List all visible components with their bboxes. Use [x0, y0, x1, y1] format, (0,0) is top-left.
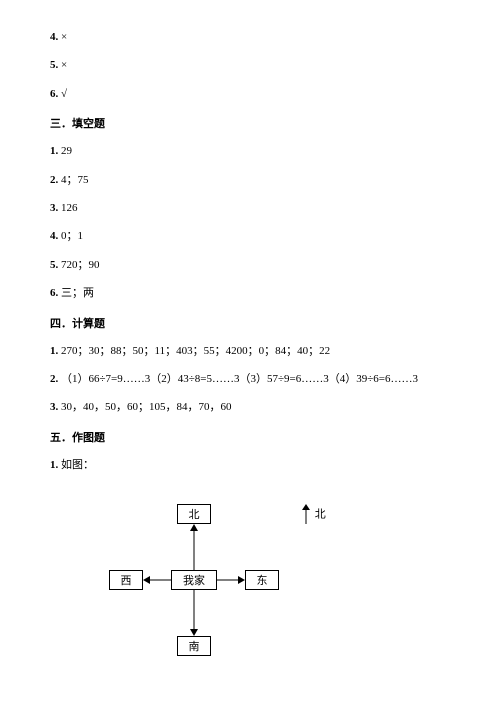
answer-item: 2. 4；75	[50, 173, 450, 188]
item-number: 5.	[50, 59, 58, 71]
item-text: ×	[61, 31, 67, 43]
item-number: 5.	[50, 259, 58, 271]
arrow-to-west	[143, 575, 171, 585]
section-title-5: 五．作图题	[50, 429, 450, 445]
answer-item: 1. 29	[50, 144, 450, 159]
section-title-4: 四．计算题	[50, 315, 450, 331]
item-text: 4；75	[61, 174, 89, 186]
item-number: 2.	[50, 174, 58, 186]
answer-item: 3. 126	[50, 201, 450, 216]
north-indicator-label: 北	[315, 509, 326, 521]
item-text: 29	[61, 145, 72, 157]
item-text: 126	[61, 202, 78, 214]
direction-diagram: 北 北 南 西 东 我家	[105, 498, 385, 673]
answer-item: 1. 270；30；88；50；11；403；55；4200；0；84；40；2…	[50, 344, 450, 359]
north-indicator: 北	[300, 504, 326, 526]
answer-item: 2. （1）66÷7=9……3（2）43÷8=5……3（3）57÷9=6……3（…	[50, 372, 450, 387]
item-number: 1.	[50, 145, 58, 157]
item-number: 3.	[50, 202, 58, 214]
answer-item: 6. 三；两	[50, 286, 450, 301]
item-number: 6.	[50, 287, 58, 299]
item-text: 如图：	[61, 459, 94, 471]
west-box: 西	[109, 570, 143, 590]
item-text: ×	[61, 59, 67, 71]
east-box: 东	[245, 570, 279, 590]
south-box: 南	[177, 636, 211, 656]
item-number: 6.	[50, 88, 58, 100]
answer-item: 4. ×	[50, 30, 450, 45]
item-text: 三；两	[61, 287, 94, 299]
item-number: 4.	[50, 230, 58, 242]
item-text: 0；1	[61, 230, 83, 242]
item-number: 4.	[50, 31, 58, 43]
answer-item: 1. 如图：	[50, 458, 450, 473]
answer-item: 3. 30，40，50，60；105，84，70，60	[50, 400, 450, 415]
answer-item: 5. 720；90	[50, 258, 450, 273]
section-title-3: 三．填空题	[50, 115, 450, 131]
item-number: 2.	[50, 373, 58, 385]
item-text: √	[61, 88, 67, 100]
item-number: 1.	[50, 459, 58, 471]
item-text: 720；90	[61, 259, 100, 271]
answer-item: 4. 0；1	[50, 229, 450, 244]
center-label: 我家	[183, 572, 205, 588]
answer-item: 6. √	[50, 87, 450, 102]
item-text: （1）66÷7=9……3（2）43÷8=5……3（3）57÷9=6……3（4）3…	[61, 373, 418, 385]
item-number: 1.	[50, 345, 58, 357]
west-label: 西	[121, 572, 132, 588]
north-box: 北	[177, 504, 211, 524]
arrow-to-south	[189, 590, 199, 636]
arrow-to-north	[189, 524, 199, 570]
arrow-up-icon	[300, 504, 312, 526]
item-number: 3.	[50, 401, 58, 413]
arrow-to-east	[217, 575, 245, 585]
answer-item: 5. ×	[50, 58, 450, 73]
item-text: 30，40，50，60；105，84，70，60	[61, 401, 232, 413]
north-label: 北	[189, 506, 200, 522]
item-text: 270；30；88；50；11；403；55；4200；0；84；40；22	[61, 345, 330, 357]
east-label: 东	[257, 572, 268, 588]
center-box: 我家	[171, 570, 217, 590]
south-label: 南	[189, 638, 200, 654]
